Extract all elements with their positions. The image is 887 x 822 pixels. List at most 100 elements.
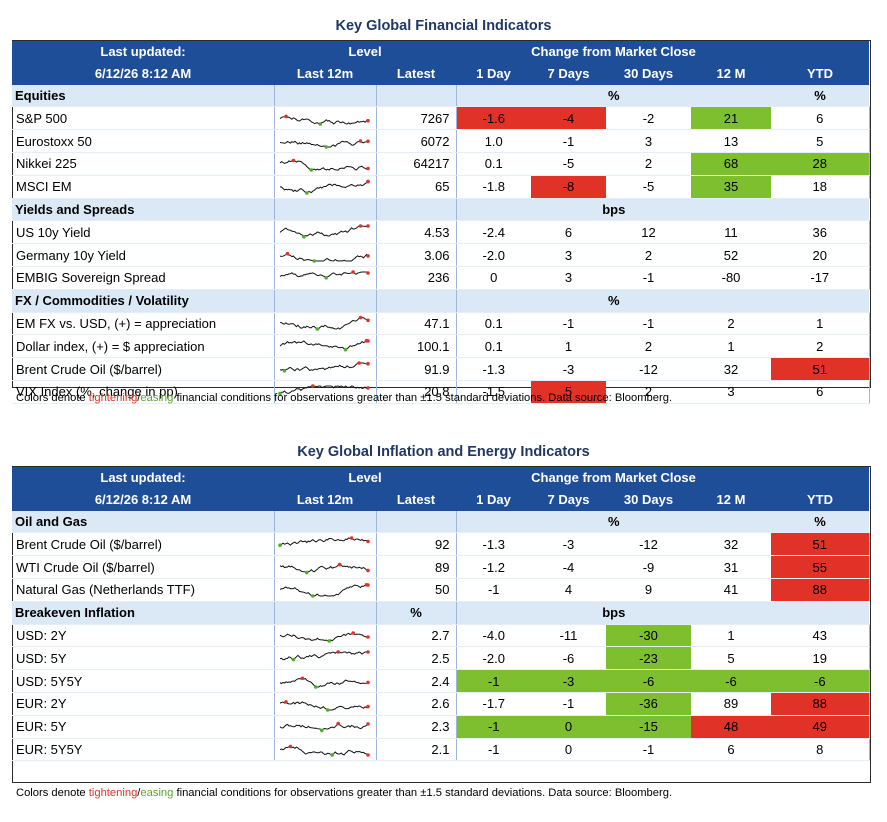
change-m12: 32 [691, 532, 772, 557]
sparkline-high-marker [358, 224, 362, 229]
footnote-easing: easing [140, 787, 174, 799]
row-label: Natural Gas (Netherlands TTF) [12, 578, 275, 602]
table-row: VIX Index (%, change in pp) 20.8 -1.5 5 2 3 6 [12, 380, 870, 404]
change-d30: 12 [606, 220, 691, 245]
change-m12: 48 [691, 715, 772, 739]
latest-value: 2.7 [376, 624, 457, 648]
change-ytd: 49 [771, 715, 870, 739]
sparkline-high-marker [358, 316, 362, 320]
change-d30: -36 [606, 692, 691, 716]
table-row: Nikkei 225 64217 0.1 -5 2 68 28 [12, 152, 870, 176]
sparkline-path [279, 271, 368, 279]
last-updated-date: 6/12/26 8:12 AM [12, 62, 274, 85]
section-blank [274, 84, 377, 108]
change-d30: -1 [606, 266, 691, 290]
sparkline-last-marker [365, 361, 370, 366]
change-d7: -1 [531, 129, 606, 153]
column-header-d30: 30 Days [606, 488, 691, 511]
sparkline-last-marker [365, 254, 370, 258]
sparkline-cell [274, 555, 377, 579]
change-d1: -1.6 [456, 106, 531, 131]
latest-value: 64217 [376, 152, 457, 176]
change-m12: 1 [691, 624, 772, 648]
section-title: FX / Commodities / Volatility [12, 289, 275, 313]
section-blank [274, 289, 377, 313]
sparkline [279, 270, 370, 280]
header-blank [771, 467, 870, 489]
section-title: Yields and Spreads [12, 198, 275, 222]
sparkline-cell [274, 243, 377, 267]
section-row: Yields and Spreads bps [12, 198, 870, 222]
sparkline-cell [274, 312, 377, 336]
sparkline-high-marker [291, 158, 295, 163]
change-d7: -6 [531, 646, 606, 671]
row-label: MSCI EM [12, 175, 275, 199]
row-label: VIX Index (%, change in pp) [12, 380, 275, 404]
section-row: Breakeven Inflation% bps [12, 601, 870, 625]
level-header: Level [274, 41, 456, 63]
section-title: Equities [12, 84, 275, 108]
latest-value: 7267 [376, 106, 457, 131]
change-d1: 0.1 [456, 152, 531, 176]
sparkline-last-marker [365, 680, 370, 685]
change-d30: -1 [606, 312, 691, 336]
change-d7: 6 [531, 220, 606, 245]
latest-value: 2.1 [376, 738, 457, 762]
change-d1: 1.0 [456, 129, 531, 153]
sparkline-high-marker [335, 721, 340, 726]
sparkline-low-marker [315, 327, 319, 332]
sparkline-cell [274, 220, 377, 245]
latest-value: 100.1 [376, 334, 457, 359]
change-ytd: 20 [771, 243, 870, 267]
sparkline [279, 676, 370, 689]
sparkline-low-marker [301, 235, 306, 239]
section-row: FX / Commodities / Volatility% [12, 289, 870, 313]
sparkline-last-marker [365, 179, 370, 184]
change-d1: 0.1 [456, 334, 531, 359]
column-header-last12m: Last 12m [274, 62, 376, 85]
sparkline-high-marker [283, 699, 288, 704]
sparkline-high-marker [337, 562, 341, 567]
sparkline-last-marker [365, 650, 370, 655]
change-d1: -1.2 [456, 555, 531, 579]
change-d30: -23 [606, 646, 691, 671]
section-unit: % [456, 289, 772, 313]
header-row-1: Last updated: Level Change from Market Clo… [12, 41, 870, 63]
change-d1: -1 [456, 669, 531, 693]
change-ytd: 28 [771, 152, 870, 176]
column-header-latest: Latest [376, 62, 456, 85]
change-m12: 11 [691, 220, 772, 245]
sparkline [279, 745, 370, 758]
row-label: Brent Crude Oil ($/barrel) [12, 532, 275, 557]
sparkline-cell [274, 578, 377, 602]
sparkline-path [279, 564, 368, 574]
change-ytd: 19 [771, 646, 870, 671]
change-d30: -5 [606, 175, 691, 199]
sparkline-high-marker [288, 745, 292, 749]
table-row: Dollar index, (+) = $ appreciation 100.1 0… [12, 334, 870, 359]
sparkline-high-marker [310, 384, 315, 388]
section-row: Oil and Gas%% [12, 510, 870, 534]
column-header-d7: 7 Days [531, 488, 606, 511]
latest-value: 2.6 [376, 692, 457, 716]
column-header-d7: 7 Days [531, 62, 606, 85]
sparkline-cell [274, 532, 377, 557]
sparkline [279, 316, 370, 332]
sparkline-cell [274, 715, 377, 739]
table-row: Brent Crude Oil ($/barrel) 91.9 -1.3 -3 -12 3… [12, 357, 870, 381]
sparkline-path [279, 140, 368, 148]
row-label: WTI Crude Oil ($/barrel) [12, 555, 275, 579]
change-d7: 0 [531, 715, 606, 739]
sparkline-low-marker [313, 685, 318, 689]
sparkline-cell [274, 692, 377, 716]
table2-footnote: Colors denote tightening/easing financia… [16, 787, 672, 799]
sparkline-high-marker [349, 536, 353, 541]
change-d7: -3 [531, 357, 606, 381]
section-unit: % [456, 84, 772, 108]
table-row: US 10y Yield 4.53 -2.4 6 12 11 36 [12, 220, 870, 245]
latest-value: 91.9 [376, 357, 457, 381]
change-d7: 0 [531, 738, 606, 762]
sparkline-low-marker [277, 543, 282, 548]
sparkline-last-marker [365, 704, 370, 709]
change-ytd: 51 [771, 532, 870, 557]
